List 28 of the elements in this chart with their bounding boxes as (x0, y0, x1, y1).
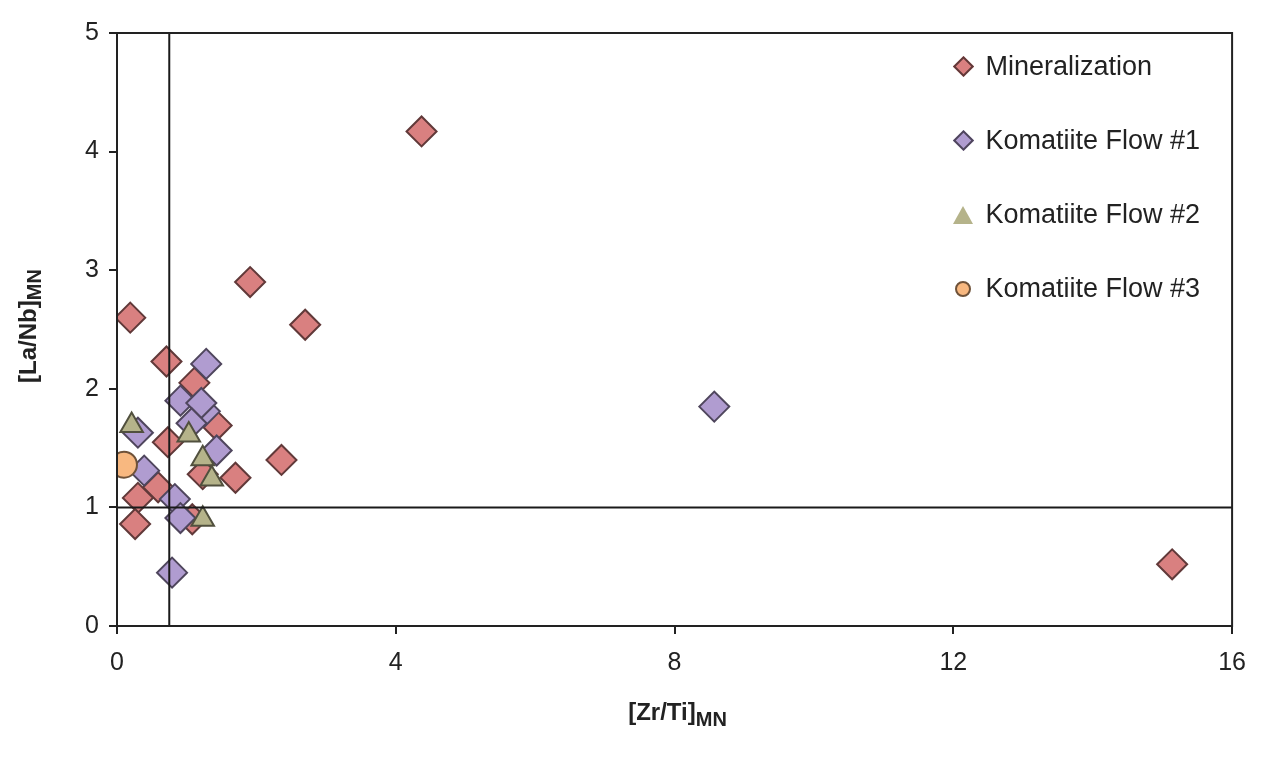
x-tick-label: 8 (667, 646, 682, 675)
point (185, 387, 218, 420)
y-tick-label: 0 (85, 609, 99, 638)
point (190, 347, 223, 380)
x-tick-label: 4 (388, 646, 403, 675)
x-axis-title: [Zr/Ti]$_{MN}$ (627, 698, 728, 731)
y-tick-label: 4 (85, 135, 100, 164)
y-tick-label: 1 (85, 491, 99, 520)
legend-label: Komatiite Flow #3 (984, 272, 1200, 305)
point (265, 443, 298, 476)
y-tick-label: 2 (85, 372, 99, 401)
point (1156, 548, 1189, 581)
point (405, 115, 438, 148)
point (289, 308, 322, 341)
point (219, 461, 252, 494)
legend-label: Komatiite Flow #2 (984, 198, 1200, 231)
point (119, 508, 152, 540)
x-tick-label: 12 (939, 646, 968, 675)
x-tick-label: 16 (1218, 646, 1246, 675)
point (234, 266, 267, 299)
y-tick-label: 5 (85, 16, 99, 45)
point (164, 502, 197, 535)
y-tick-label: 3 (85, 254, 99, 283)
legend-label: Mineralization (984, 50, 1153, 83)
point (698, 390, 731, 423)
point (121, 481, 154, 514)
x-tick-label: 0 (110, 646, 124, 675)
legend-label: Komatiite Flow #1 (984, 124, 1200, 157)
